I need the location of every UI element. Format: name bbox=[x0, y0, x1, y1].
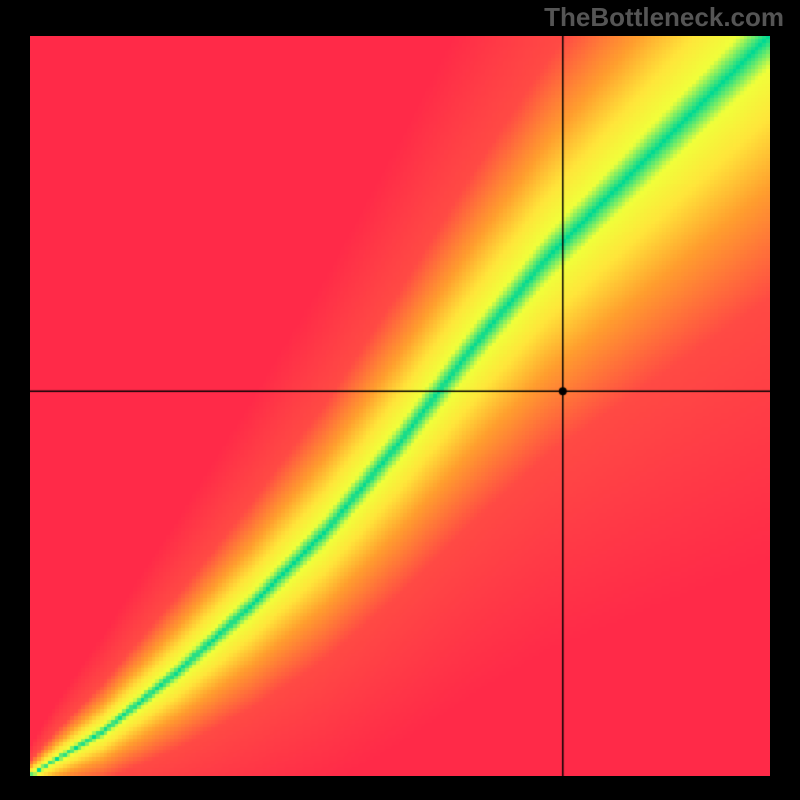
watermark-text: TheBottleneck.com bbox=[544, 2, 784, 33]
chart-container: TheBottleneck.com bbox=[0, 0, 800, 800]
bottleneck-heatmap bbox=[30, 36, 770, 776]
